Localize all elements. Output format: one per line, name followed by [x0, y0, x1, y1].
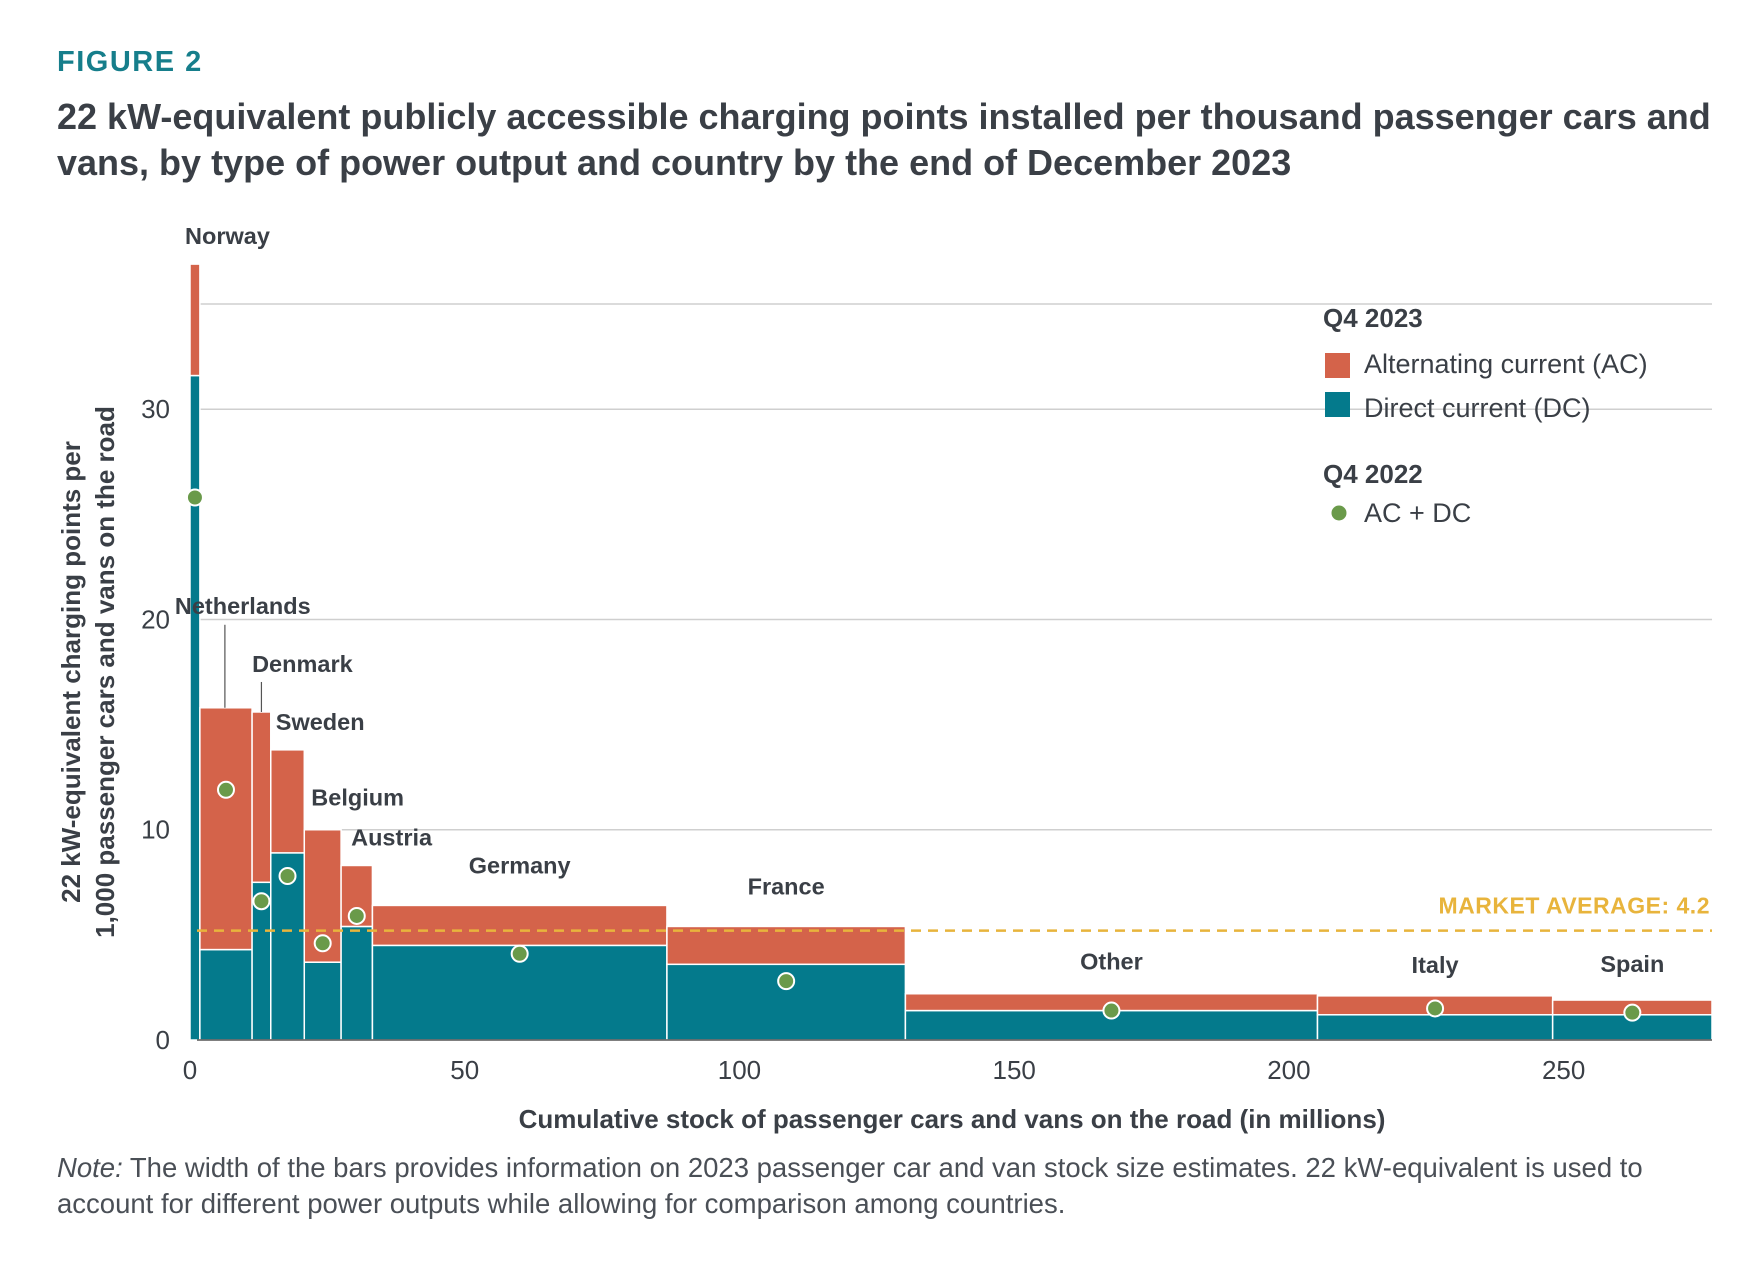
country-label-denmark: Denmark [252, 651, 354, 677]
dot-2022-spain [1623, 1003, 1642, 1022]
dot-2022-other [1102, 1001, 1121, 1020]
y-axis-label-line-2: 1,000 passenger cars and vans on the roa… [90, 406, 120, 938]
dot-2022-italy [1426, 999, 1445, 1018]
gridlines [197, 303, 1712, 831]
country-label-austria: Austria [351, 824, 433, 850]
dot-2022-austria [347, 906, 366, 925]
bar-dc-belgium [303, 961, 342, 1041]
y-tick-0: 0 [156, 1025, 170, 1055]
legend-label-ac: Alternating current (AC) [1364, 349, 1648, 379]
x-axis-label: Cumulative stock of passenger cars and v… [519, 1104, 1386, 1134]
legend-swatch-dc [1325, 392, 1350, 417]
legend-swatch-ac [1325, 353, 1350, 378]
bar-dc-austria [340, 925, 374, 1041]
legend-dot-ac-dc [1331, 505, 1347, 521]
x-tick-50: 50 [450, 1055, 479, 1085]
country-label-sweden: Sweden [276, 709, 365, 735]
country-label-germany: Germany [469, 852, 571, 878]
dot-2022-norway [185, 488, 204, 507]
y-tick-30: 30 [141, 394, 170, 424]
figure-title: 22 kW-equivalent publicly accessible cha… [57, 96, 1711, 183]
y-tick-10: 10 [141, 815, 170, 845]
q4-2022-dots [185, 488, 1642, 1022]
dot-2022-denmark [252, 892, 271, 911]
country-label-france: France [748, 873, 825, 899]
country-label-spain: Spain [1600, 951, 1664, 977]
bar-dc-netherlands [199, 948, 253, 1041]
country-label-belgium: Belgium [311, 785, 404, 811]
bar-ac-france [666, 925, 907, 966]
bar-ac-norway [189, 263, 201, 377]
y-tick-20: 20 [141, 604, 170, 634]
bar-ac-germany [371, 904, 668, 947]
market-average-label: MARKET AVERAGE: 4.2 [1439, 893, 1710, 919]
bar-ac-netherlands [199, 707, 253, 951]
x-axis: 0 50 100 150 200 250 Cumulative stock of pass… [183, 1039, 1712, 1134]
legend-label-ac-dc: AC + DC [1364, 498, 1471, 528]
country-label-norway: Norway [185, 223, 270, 249]
bar-ac-denmark [251, 711, 272, 884]
dot-2022-sweden [278, 866, 297, 885]
x-tick-100: 100 [718, 1055, 761, 1085]
bar-dc-italy [1316, 1014, 1554, 1041]
country-labels: Norway Netherlands Denmark Sweden Belgium Aus… [175, 223, 1664, 978]
dot-2022-belgium [313, 934, 332, 953]
legend-title-2022: Q4 2022 [1323, 459, 1423, 489]
dot-2022-france [777, 972, 796, 991]
country-label-italy: Italy [1412, 952, 1459, 978]
bar-dc-norway [189, 374, 201, 1041]
bar-ac-belgium [303, 828, 342, 963]
note-prefix: Note: [57, 1152, 123, 1183]
y-tick-labels: 0 10 20 30 [141, 394, 170, 1055]
dot-2022-netherlands [216, 780, 235, 799]
y-axis: 0 10 20 30 22 kW-equivalent charging points… [56, 394, 170, 1055]
country-label-other: Other [1080, 949, 1143, 975]
y-axis-label-line-1: 22 kW-equivalent charging points per [56, 441, 86, 903]
legend: Q4 2023 Alternating current (AC) Direct … [1323, 303, 1648, 528]
figure-label: FIGURE 2 [57, 46, 203, 78]
x-tick-200: 200 [1267, 1055, 1310, 1085]
bars [189, 263, 1713, 1041]
x-tick-150: 150 [992, 1055, 1035, 1085]
x-tick-labels: 0 50 100 150 200 250 [183, 1055, 1586, 1085]
legend-label-dc: Direct current (DC) [1364, 393, 1591, 423]
note: Note: The width of the bars provides inf… [57, 1150, 1727, 1222]
note-text: The width of the bars provides informati… [57, 1152, 1643, 1219]
legend-title-2023: Q4 2023 [1323, 303, 1423, 333]
market-average: MARKET AVERAGE: 4.2 [197, 893, 1712, 932]
x-tick-0: 0 [183, 1055, 197, 1085]
country-label-netherlands: Netherlands [175, 593, 311, 619]
bar-ac-sweden [270, 749, 306, 854]
x-tick-250: 250 [1542, 1055, 1585, 1085]
dot-2022-germany [510, 944, 529, 963]
